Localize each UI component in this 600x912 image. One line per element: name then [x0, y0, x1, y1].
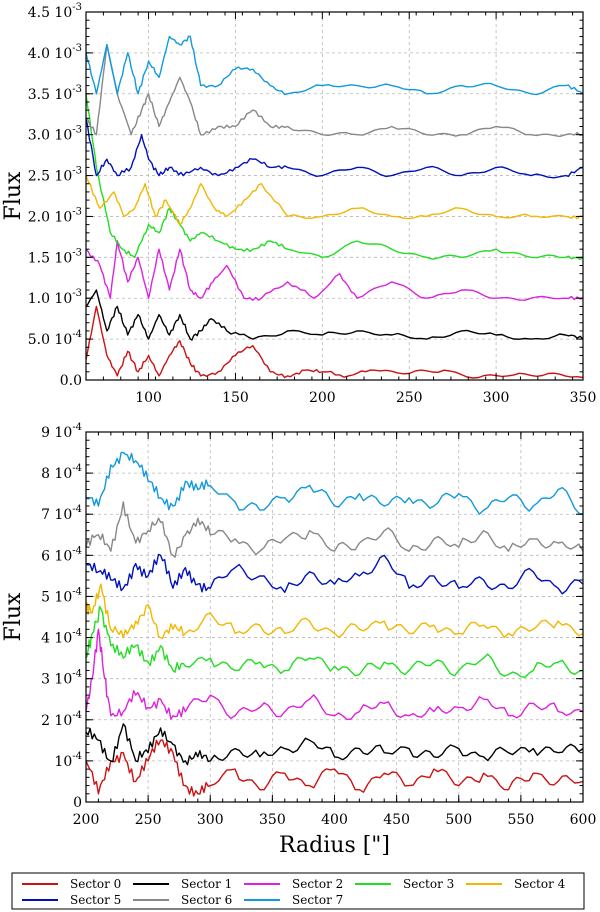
x-tick-label: 400: [321, 812, 348, 828]
series-line-sector-4: [85, 583, 584, 640]
series-line-sector-0: [85, 305, 584, 379]
series-line-sector-2: [85, 628, 584, 721]
y-tick-label: 0.0: [60, 373, 82, 389]
legend-label-sector-4: Sector 4: [514, 877, 566, 891]
y-tick-label: 1.0 10-3: [28, 288, 82, 307]
series-line-sector-3: [85, 93, 584, 261]
y-tick-label: 2.5 10-3: [28, 166, 82, 185]
y-tick-label: 2 10-4: [41, 710, 82, 729]
x-tick-label: 250: [396, 390, 423, 406]
top-panel: 100 150 200 250 300 350 0.0 5.0 10-4 1.0 10-3 1.5…: [1, 2, 596, 406]
legend-box: [11, 872, 585, 910]
y-tick-label: 3.0 10-3: [28, 125, 82, 144]
y-tick-label: 4 10-4: [41, 628, 82, 647]
x-tick-label: 450: [383, 812, 410, 828]
series-line-sector-4: [85, 175, 584, 226]
x-tick-label: 350: [259, 812, 286, 828]
y-tick-label: 10-4: [54, 751, 82, 770]
x-tick-label: 200: [73, 812, 100, 828]
series-line-sector-1: [85, 289, 584, 341]
legend-label-sector-5: Sector 5: [70, 893, 121, 907]
y-tick-label: 1.5 10-3: [28, 247, 82, 266]
x-tick-label: 250: [135, 812, 162, 828]
legend-label-sector-0: Sector 0: [70, 877, 121, 891]
bottom-panel: 200 250 300 350 400 450 500 550 600 0 10-4 2 10-4 3 …: [1, 422, 596, 858]
series-line-sector-2: [85, 240, 584, 301]
x-tick-label: 300: [483, 390, 510, 406]
y-axis-label: Flux: [1, 592, 26, 641]
x-tick-label: 600: [570, 812, 597, 828]
plot-frame: [85, 11, 584, 381]
y-tick-label: 4.0 10-3: [28, 43, 82, 62]
x-tick-label: 150: [222, 390, 249, 406]
series-line-sector-7: [85, 451, 584, 515]
x-tick-label: 550: [508, 812, 535, 828]
y-tick-label: 6 10-4: [41, 545, 82, 564]
legend: Sector 0 Sector 1 Sector 2 Sector 3 Sector 4…: [11, 872, 585, 910]
x-tick-label: 100: [135, 390, 162, 406]
y-tick-label: 2.0 10-3: [28, 206, 82, 225]
series-line-sector-6: [85, 44, 584, 138]
legend-label-sector-2: Sector 2: [292, 877, 343, 891]
series-line-sector-5: [85, 118, 584, 179]
series-line-sector-0: [85, 739, 584, 797]
x-tick-label: 500: [445, 812, 472, 828]
y-tick-label: 5.0 10-4: [28, 329, 82, 348]
series-line-sector-1: [85, 723, 584, 766]
series-line-sector-3: [85, 605, 584, 678]
x-tick-label: 350: [570, 390, 597, 406]
x-tick-label: 200: [309, 390, 336, 406]
y-tick-label: 0: [73, 795, 82, 811]
legend-label-sector-3: Sector 3: [403, 877, 454, 891]
y-tick-label: 8 10-4: [41, 463, 82, 482]
y-tick-label: 3.5 10-3: [28, 84, 82, 103]
series-line-sector-5: [85, 553, 584, 595]
series-line-sector-6: [85, 501, 584, 558]
legend-label-sector-6: Sector 6: [181, 893, 232, 907]
y-tick-label: 5 10-4: [41, 586, 82, 605]
y-axis-label: Flux: [1, 171, 26, 220]
legend-label-sector-1: Sector 1: [181, 877, 232, 891]
legend-label-sector-7: Sector 7: [292, 893, 343, 907]
y-tick-label: 9 10-4: [41, 422, 82, 441]
y-tick-label: 7 10-4: [41, 504, 82, 523]
x-axis-label: Radius ["]: [279, 833, 390, 858]
y-tick-label: 3 10-4: [41, 669, 82, 688]
y-tick-label: 4.5 10-3: [28, 2, 82, 21]
x-tick-label: 300: [197, 812, 224, 828]
series-line-sector-7: [85, 35, 584, 96]
